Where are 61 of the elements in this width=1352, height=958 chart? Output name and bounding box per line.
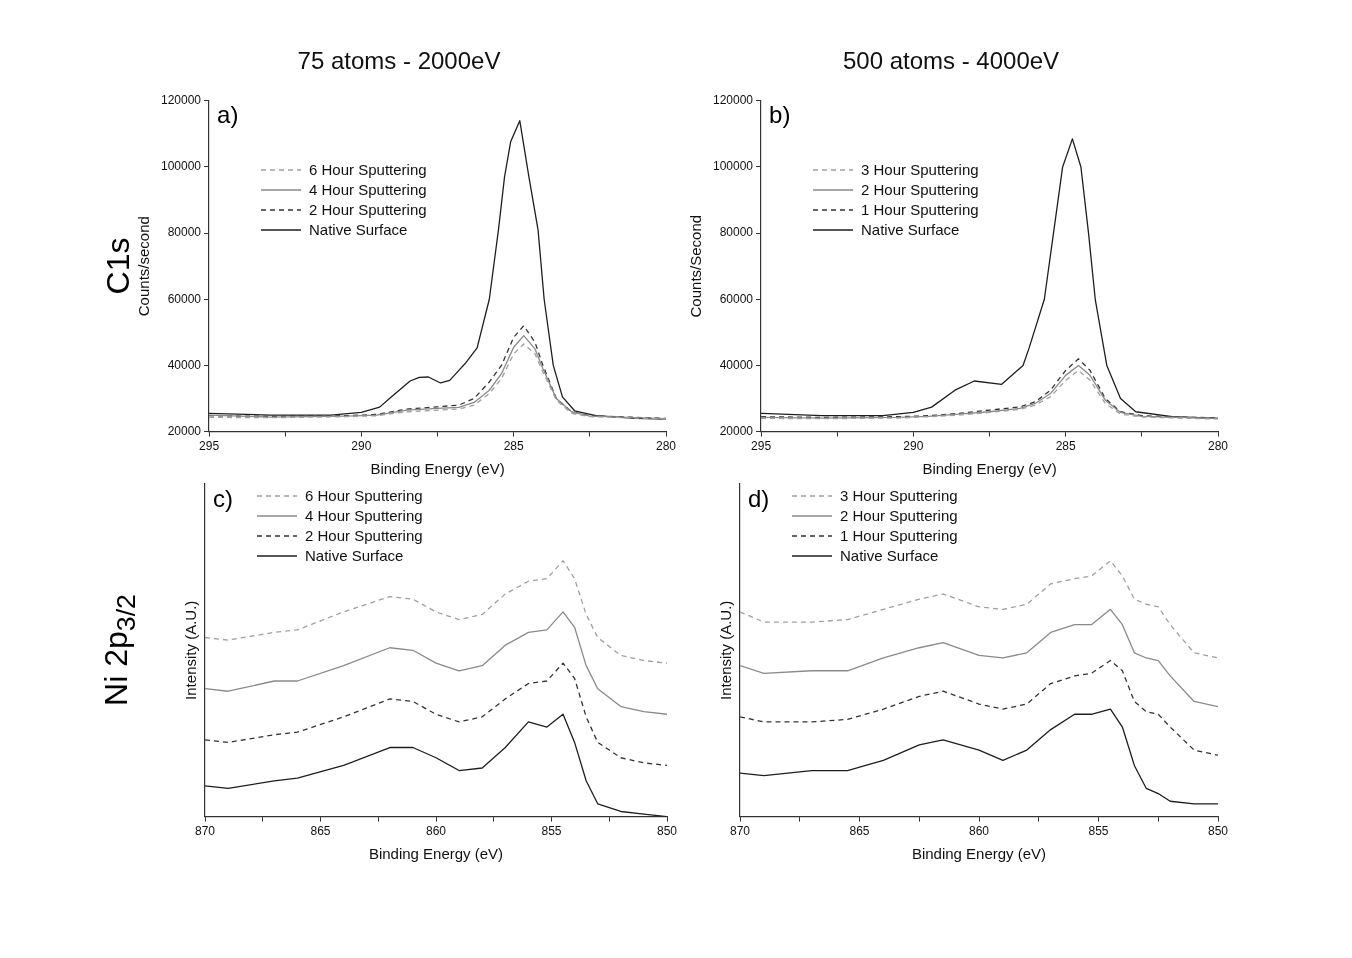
x-tick-label: 850 (1207, 824, 1229, 839)
legend-label: 4 Hour Sputtering (309, 180, 427, 201)
y-axis-title: Counts/Second (687, 214, 705, 318)
x-tick-label: 850 (656, 824, 678, 839)
x-tick-label: 865 (849, 824, 870, 839)
legend-label: 3 Hour Sputtering (840, 486, 958, 506)
y-tick-label: 100000 (713, 159, 754, 174)
chart-title: 75 atoms - 2000eV (297, 47, 501, 75)
legend-label: Native Surface (861, 220, 960, 241)
x-tick-label: 870 (194, 824, 216, 839)
legend-label: Native Surface (840, 546, 939, 566)
y-tick-label: 80000 (167, 225, 202, 240)
legend-label: 2 Hour Sputtering (305, 526, 423, 546)
x-axis-title: Binding Energy (eV) (911, 845, 1047, 863)
x-tick-label: 280 (655, 439, 677, 454)
text: c) (213, 484, 233, 512)
x-tick-label: 855 (1088, 824, 1109, 839)
legend-label: 3 Hour Sputtering (861, 160, 979, 181)
x-axis-title: Binding Energy (eV) (922, 460, 1057, 478)
legend-label: 2 Hour Sputtering (861, 180, 979, 201)
y-axis-title: Intensity (A.U.) (182, 600, 200, 700)
y-tick-label: 60000 (167, 291, 202, 306)
legend-label: 6 Hour Sputtering (305, 486, 423, 506)
legend-label: 4 Hour Sputtering (305, 506, 423, 526)
x-tick-label: 290 (351, 439, 372, 454)
y-tick-label: 120000 (713, 93, 754, 108)
y-tick-label: 20000 (167, 423, 202, 438)
y-tick-label: 100000 (161, 159, 202, 174)
x-tick-label: 860 (968, 824, 990, 839)
x-tick-label: 295 (751, 439, 772, 454)
annotation: b) (769, 101, 791, 129)
y-tick-label: 80000 (719, 225, 754, 240)
legend-label: 1 Hour Sputtering (840, 526, 958, 546)
legend-label: 2 Hour Sputtering (840, 506, 958, 526)
x-axis-title: Binding Energy (eV) (370, 460, 505, 478)
y-tick-label: 20000 (719, 423, 754, 438)
chart-title: 500 atoms - 4000eV (842, 47, 1060, 75)
y-axis-title: Intensity (A.U.) (717, 600, 735, 700)
y-tick-label: 60000 (719, 291, 754, 306)
text: d) (748, 484, 770, 512)
x-tick-label: 295 (199, 439, 220, 454)
annotation: a) (217, 101, 239, 129)
legend-label: 6 Hour Sputtering (309, 160, 427, 181)
legend-label: Native Surface (305, 546, 404, 566)
x-tick-label: 865 (310, 824, 331, 839)
legend-label: 2 Hour Sputtering (309, 200, 427, 221)
y-tick-label: 40000 (167, 357, 202, 372)
y-axis-title: Counts/second (135, 216, 153, 317)
legend-label: 1 Hour Sputtering (861, 200, 979, 221)
y-tick-label: 120000 (161, 93, 202, 108)
x-tick-label: 855 (541, 824, 562, 839)
x-tick-label: 870 (729, 824, 751, 839)
x-tick-label: 280 (1207, 439, 1229, 454)
legend-label: Native Surface (309, 220, 408, 241)
x-axis-title: Binding Energy (eV) (368, 845, 504, 863)
x-tick-label: 285 (503, 439, 525, 454)
x-tick-label: 285 (1055, 439, 1077, 454)
x-tick-label: 290 (903, 439, 924, 454)
y-tick-label: 40000 (719, 357, 754, 372)
x-tick-label: 860 (425, 824, 447, 839)
text: C1s (99, 237, 137, 295)
